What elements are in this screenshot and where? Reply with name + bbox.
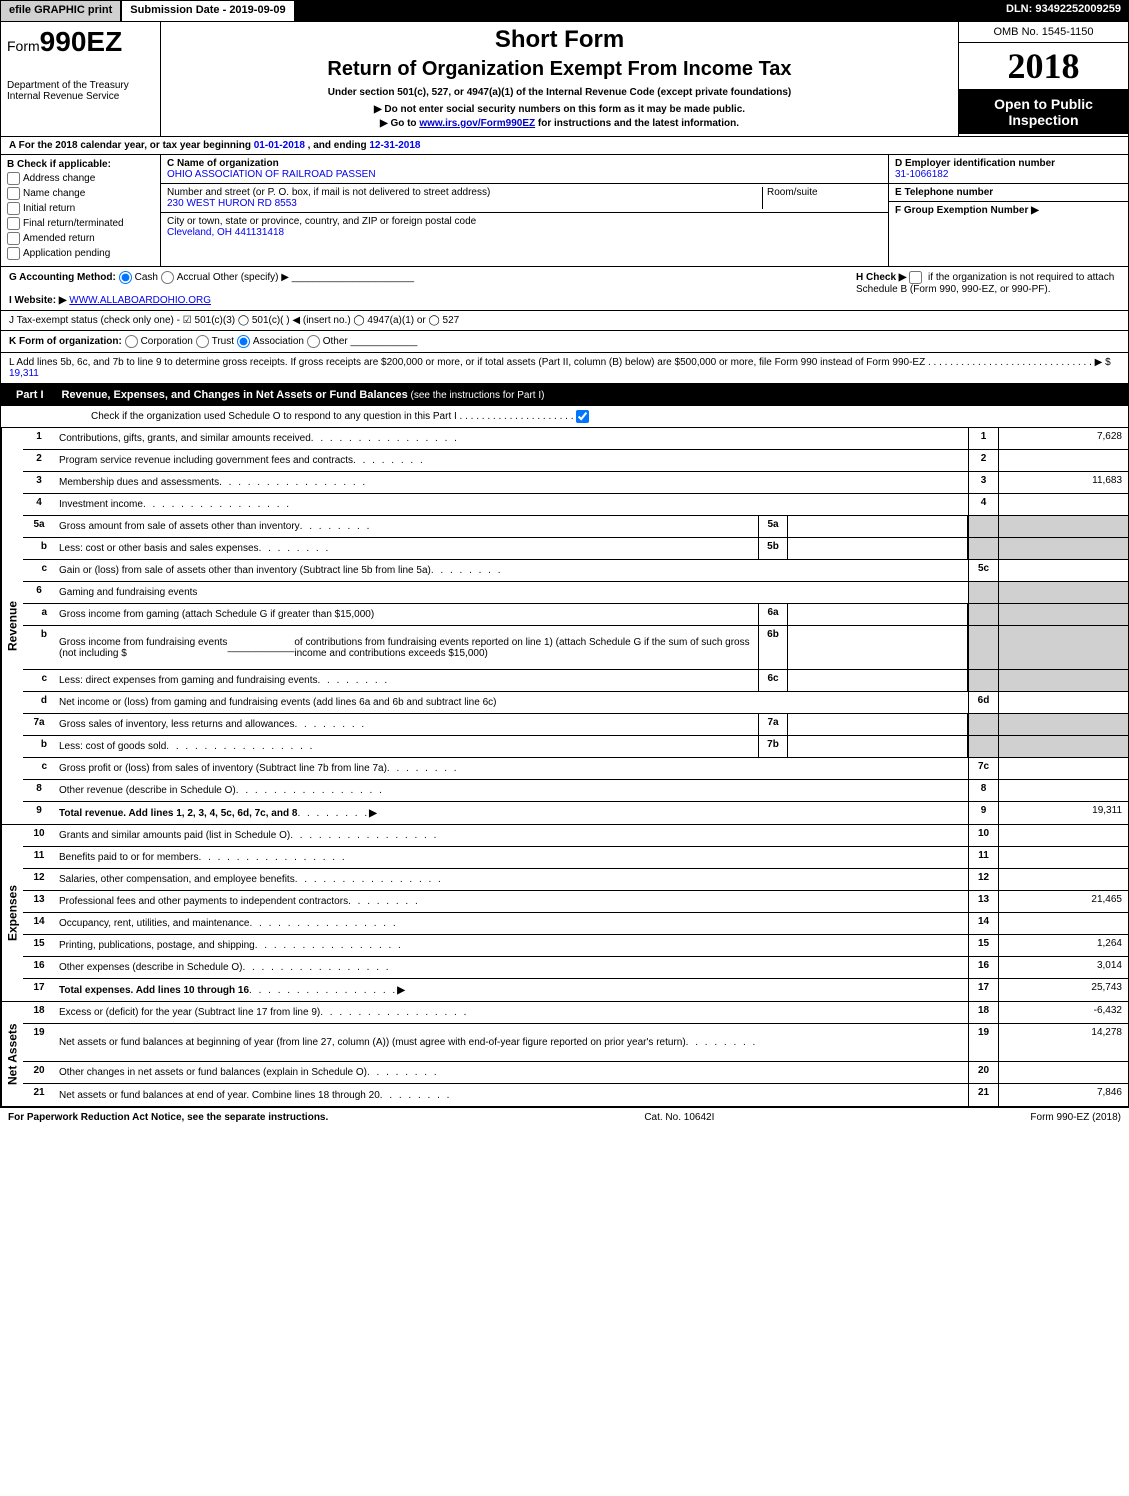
revenue-side-label: Revenue: [1, 428, 23, 824]
line-8-value: [998, 780, 1128, 801]
line-9-value: 19,311: [998, 802, 1128, 824]
line-7c-value: [998, 758, 1128, 779]
check-final-return[interactable]: [7, 217, 20, 230]
dept-treasury: Department of the Treasury: [7, 80, 154, 91]
check-h-schedule-b[interactable]: [909, 271, 922, 284]
b-checklist: Address change Name change Initial retur…: [7, 172, 154, 260]
row-gh: G Accounting Method: Cash Accrual Other …: [0, 267, 1129, 311]
room-suite-label: Room/suite: [762, 187, 882, 209]
website-link[interactable]: WWW.ALLABOARDOHIO.ORG: [69, 295, 211, 306]
radio-other-org[interactable]: [307, 335, 320, 348]
efile-print-button[interactable]: efile GRAPHIC print: [0, 0, 121, 22]
form-number: Form990EZ: [7, 26, 154, 58]
b-label: B Check if applicable:: [7, 159, 111, 170]
line-12-value: [998, 869, 1128, 890]
cat-number: Cat. No. 10642I: [644, 1112, 714, 1123]
line-6d-value: [998, 692, 1128, 713]
check-schedule-o[interactable]: [576, 410, 589, 423]
e-phone-label: E Telephone number: [895, 187, 993, 198]
dln-number: DLN: 93492252009259: [998, 0, 1129, 22]
part1-header: Part I Revenue, Expenses, and Changes in…: [0, 384, 1129, 406]
i-website-label: I Website: ▶: [9, 295, 67, 306]
line-20-value: [998, 1062, 1128, 1083]
privacy-note: ▶ Do not enter social security numbers o…: [167, 104, 952, 115]
line-10-value: [998, 825, 1128, 846]
ein-value: 31-1066182: [895, 169, 948, 180]
row-k-org-form: K Form of organization: Corporation Trus…: [0, 331, 1129, 353]
radio-corporation[interactable]: [125, 335, 138, 348]
line-4-value: [998, 494, 1128, 515]
net-assets-section: Net Assets 18Excess or (deficit) for the…: [0, 1002, 1129, 1107]
irs-link[interactable]: www.irs.gov/Form990EZ: [419, 118, 535, 129]
row-j-tax-exempt: J Tax-exempt status (check only one) - ☑…: [0, 311, 1129, 331]
line-11-value: [998, 847, 1128, 868]
c-label: C Name of organization: [167, 158, 279, 169]
line-2-value: [998, 450, 1128, 471]
goto-line: ▶ Go to www.irs.gov/Form990EZ for instru…: [167, 118, 952, 129]
line-17-value: 25,743: [998, 979, 1128, 1001]
expenses-side-label: Expenses: [1, 825, 23, 1001]
part1-check-line: Check if the organization used Schedule …: [0, 406, 1129, 428]
line-18-value: -6,432: [998, 1002, 1128, 1023]
radio-trust[interactable]: [196, 335, 209, 348]
line-19-value: 14,278: [998, 1024, 1128, 1061]
row-l-gross-receipts: L Add lines 5b, 6c, and 7b to line 9 to …: [0, 353, 1129, 384]
submission-date: Submission Date - 2019-09-09: [121, 0, 294, 22]
addr-label: Number and street (or P. O. box, if mail…: [167, 187, 490, 198]
open-public-badge: Open to PublicInspection: [959, 90, 1128, 134]
irs-label: Internal Revenue Service: [7, 91, 154, 102]
net-assets-side-label: Net Assets: [1, 1002, 23, 1106]
line-1-value: 7,628: [998, 428, 1128, 449]
form-header: Form990EZ Department of the Treasury Int…: [0, 22, 1129, 137]
check-amended-return[interactable]: [7, 232, 20, 245]
line-14-value: [998, 913, 1128, 934]
omb-number: OMB No. 1545-1150: [959, 22, 1128, 43]
org-name: OHIO ASSOCIATION OF RAILROAD PASSEN: [167, 169, 376, 180]
tax-year: 2018: [959, 43, 1128, 90]
check-name-change[interactable]: [7, 187, 20, 200]
line-13-value: 21,465: [998, 891, 1128, 912]
line-15-value: 1,264: [998, 935, 1128, 956]
city-label: City or town, state or province, country…: [167, 216, 476, 227]
section-bcdef: B Check if applicable: Address change Na…: [0, 155, 1129, 267]
radio-accrual[interactable]: [161, 271, 174, 284]
line-21-value: 7,846: [998, 1084, 1128, 1106]
return-title: Return of Organization Exempt From Incom…: [167, 58, 952, 81]
page-footer: For Paperwork Reduction Act Notice, see …: [0, 1107, 1129, 1127]
short-form-title: Short Form: [167, 26, 952, 54]
radio-cash[interactable]: [119, 271, 132, 284]
d-ein-label: D Employer identification number: [895, 158, 1055, 169]
expenses-section: Expenses 10Grants and similar amounts pa…: [0, 825, 1129, 1002]
city-state-zip: Cleveland, OH 441131418: [167, 227, 284, 238]
revenue-section: Revenue 1Contributions, gifts, grants, a…: [0, 428, 1129, 825]
top-bar: efile GRAPHIC print Submission Date - 20…: [0, 0, 1129, 22]
line-3-value: 11,683: [998, 472, 1128, 493]
check-application-pending[interactable]: [7, 247, 20, 260]
check-address-change[interactable]: [7, 172, 20, 185]
row-a-taxyear: A For the 2018 calendar year, or tax yea…: [0, 137, 1129, 155]
f-group-exemption: F Group Exemption Number ▶: [895, 205, 1039, 216]
line-16-value: 3,014: [998, 957, 1128, 978]
line-5c-value: [998, 560, 1128, 581]
street-address: 230 WEST HURON RD 8553: [167, 198, 297, 209]
radio-association[interactable]: [237, 335, 250, 348]
check-initial-return[interactable]: [7, 202, 20, 215]
form-ref: Form 990-EZ (2018): [1030, 1112, 1121, 1123]
paperwork-notice: For Paperwork Reduction Act Notice, see …: [8, 1112, 328, 1123]
under-section: Under section 501(c), 527, or 4947(a)(1)…: [167, 87, 952, 98]
